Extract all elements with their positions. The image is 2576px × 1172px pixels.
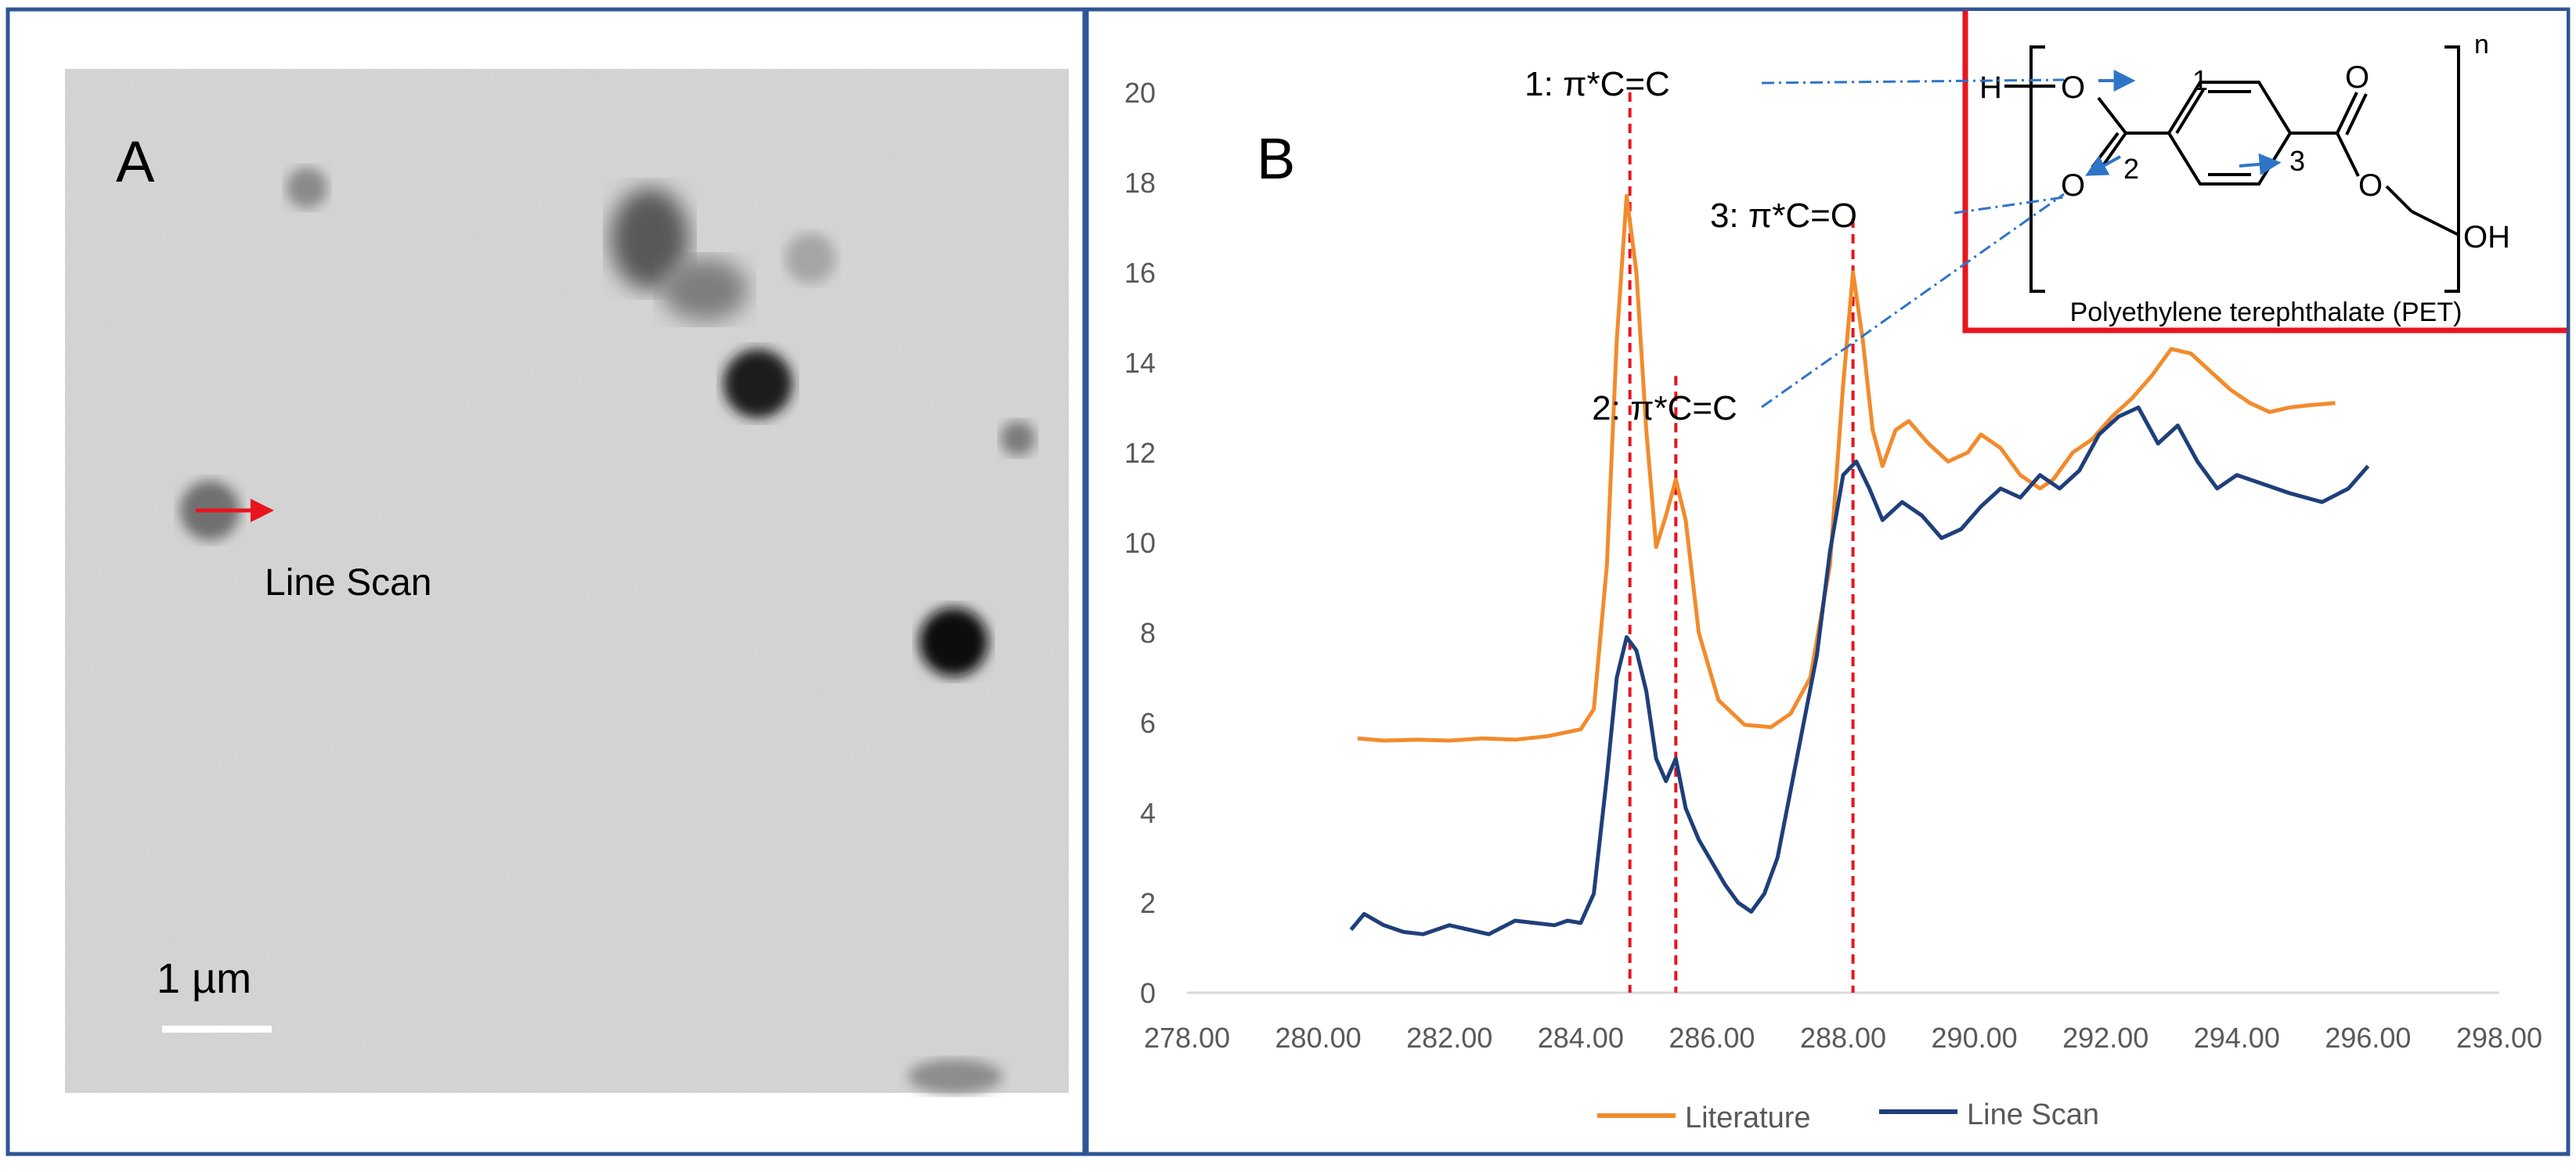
inset-caption: Polyethylene terephthalate (PET) <box>2070 298 2462 327</box>
x-tick-label: 292.00 <box>2062 1022 2148 1054</box>
legend: Literature Line Scan <box>1597 1098 2099 1134</box>
y-tick-label: 14 <box>1124 347 1156 379</box>
x-tick-label: 282.00 <box>1406 1022 1492 1054</box>
panel-b-label: B <box>1257 126 1295 191</box>
atom-oh: OH <box>2463 220 2510 254</box>
panel-a: A Line Scan 1 µm <box>5 7 1087 1156</box>
x-tick-label: 288.00 <box>1800 1022 1886 1054</box>
y-tick-label: 16 <box>1124 257 1156 289</box>
y-tick-label: 4 <box>1140 797 1156 829</box>
atom-o-carbonyl-right: O <box>2345 60 2369 95</box>
x-tick-label: 284.00 <box>1538 1022 1624 1054</box>
pet-structure-inset: n H O O O <box>1962 11 2567 334</box>
micrograph-image <box>65 69 1069 1094</box>
peak-annotations: 1: π*C=C 2: π*C=C 3: π*C=O <box>1524 65 1857 427</box>
inset-border <box>1962 11 2567 334</box>
left-bracket <box>2029 45 2045 293</box>
right-bracket <box>2444 45 2460 293</box>
repeat-subscript: n <box>2474 30 2489 60</box>
series-literature-line <box>1357 193 2336 743</box>
x-tick-label: 298.00 <box>2456 1022 2542 1054</box>
annotation-connectors <box>1761 78 2065 409</box>
x-axis: 278.00 280.00 282.00 284.00 286.00 288.00 290.… <box>1144 1022 2542 1054</box>
atom-o-top: O <box>2061 70 2085 105</box>
x-tick-label: 294.00 <box>2194 1022 2280 1054</box>
atom-o-ester: O <box>2358 168 2383 203</box>
site-label-2: 2 <box>2123 153 2139 185</box>
y-tick-label: 0 <box>1140 977 1156 1009</box>
site-arrows <box>2085 70 2282 176</box>
y-tick-label: 20 <box>1124 77 1156 109</box>
x-tick-label: 296.00 <box>2325 1022 2411 1054</box>
atom-h: H <box>1979 70 2002 105</box>
series-line-scan-line <box>1349 406 2370 936</box>
site-label-1: 1 <box>2192 64 2208 96</box>
atom-o-carbonyl-left: O <box>2061 168 2085 203</box>
y-tick-label: 18 <box>1124 167 1156 199</box>
y-tick-label: 12 <box>1124 437 1156 469</box>
y-tick-label: 10 <box>1124 527 1156 559</box>
pet-bonds <box>2004 81 2459 236</box>
site-label-3: 3 <box>2289 145 2305 177</box>
scale-bar-label: 1 µm <box>157 955 251 1002</box>
legend-label-line-scan: Line Scan <box>1967 1098 2099 1131</box>
line-scan-label: Line Scan <box>265 562 432 604</box>
legend-label-literature: Literature <box>1685 1102 1811 1134</box>
x-tick-label: 286.00 <box>1669 1022 1755 1054</box>
panel-a-label: A <box>116 129 155 194</box>
y-tick-label: 8 <box>1140 617 1156 649</box>
x-tick-label: 280.00 <box>1275 1022 1362 1054</box>
peak-annotation-3: 3: π*C=O <box>1710 197 1857 235</box>
x-tick-label: 278.00 <box>1144 1022 1230 1054</box>
y-axis: 0 2 4 6 8 10 12 14 16 18 20 <box>1124 77 1156 1009</box>
peak-annotation-1: 1: π*C=C <box>1524 65 1670 103</box>
y-tick-label: 6 <box>1140 707 1156 739</box>
peak-annotation-2: 2: π*C=C <box>1592 389 1737 427</box>
y-tick-label: 2 <box>1140 887 1156 919</box>
scale-bar <box>162 1026 272 1033</box>
x-tick-label: 290.00 <box>1932 1022 2018 1054</box>
